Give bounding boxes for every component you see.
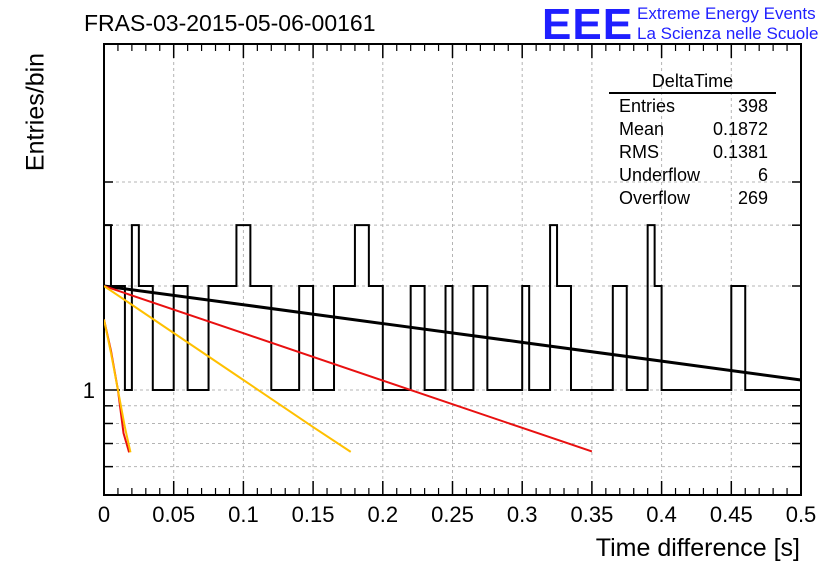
stats-value: 6	[757, 165, 768, 185]
stats-label: RMS	[619, 142, 659, 162]
x-tick-label: 0.15	[292, 502, 335, 527]
stats-row: RMS 0.1381	[609, 141, 776, 164]
stats-value: 0.1872	[712, 119, 768, 139]
stats-value: 269	[737, 188, 768, 208]
histogram-line	[104, 224, 801, 391]
x-tick-label: 0.4	[646, 502, 677, 527]
x-tick-label: 0.35	[570, 502, 613, 527]
x-tick-label: 0.05	[152, 502, 195, 527]
y-axis-label: Entries/bin	[21, 52, 50, 172]
x-tick-label: 0.45	[710, 502, 753, 527]
stats-label: Entries	[619, 96, 676, 116]
x-tick-label: 0.3	[507, 502, 538, 527]
stats-label: Overflow	[619, 188, 691, 208]
x-tick-label: 0.5	[786, 502, 817, 527]
logo-line-1: Extreme Energy Events	[637, 4, 816, 23]
stats-label: Mean	[619, 119, 665, 139]
fit-curve	[104, 285, 352, 453]
x-tick-label: 0.25	[431, 502, 474, 527]
stats-row: Mean 0.1872	[609, 118, 776, 141]
y-tick-label: 1	[83, 378, 95, 403]
stats-title: DeltaTime	[609, 71, 776, 94]
stats-row: Entries 398	[609, 95, 776, 118]
logo-line-2: La Scienza nelle Scuole	[637, 24, 819, 43]
plot-title: FRAS-03-2015-05-06-00161	[84, 10, 376, 36]
stats-value: 0.1381	[712, 142, 768, 162]
fit-curve	[104, 319, 132, 453]
stats-row: Overflow 269	[609, 187, 776, 210]
fit-curve	[104, 285, 593, 453]
eee-logo: EEE	[542, 0, 634, 49]
x-axis-label: Time difference [s]	[595, 534, 800, 562]
fit-curve	[104, 284, 801, 382]
x-tick-label: 0	[98, 502, 110, 527]
x-tick-label: 0.1	[228, 502, 259, 527]
stats-box: DeltaTime Entries 398 Mean 0.1872 RMS 0.138…	[609, 71, 776, 210]
x-tick-label: 0.2	[368, 502, 399, 527]
stats-row: Underflow 6	[609, 164, 776, 187]
stats-label: Underflow	[619, 165, 701, 185]
stats-value: 398	[737, 96, 768, 116]
